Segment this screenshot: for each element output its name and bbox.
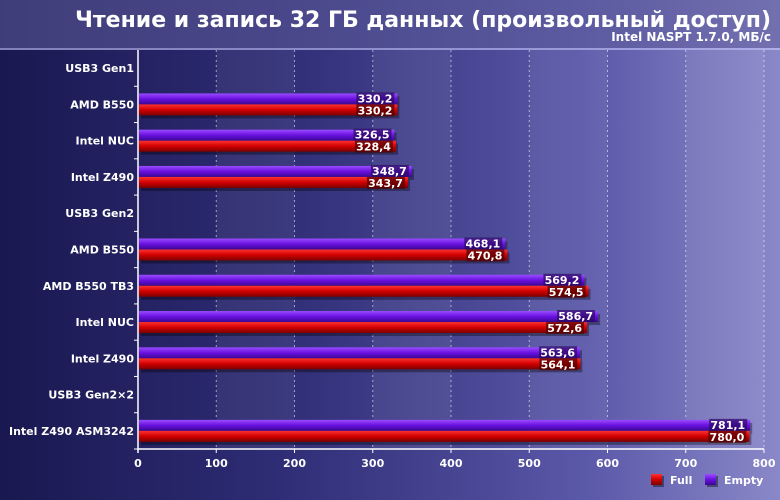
data-label-bg [546, 322, 585, 335]
bar-empty [139, 419, 751, 431]
bar-empty [139, 129, 395, 141]
data-label-bg [366, 176, 405, 189]
bar-full [139, 358, 581, 370]
x-tick-label: 400 [440, 457, 463, 470]
category-label: AMD B550 TB3 [43, 280, 134, 293]
bar-empty [139, 347, 581, 359]
bar-full [139, 322, 588, 334]
category-label: USB3 Gen2×2 [48, 389, 134, 402]
data-label-bg [539, 346, 578, 359]
category-label: AMD B550 [70, 98, 134, 111]
bar-full [139, 140, 396, 152]
x-tick-label: 300 [361, 457, 384, 470]
legend-swatch [651, 474, 662, 485]
category-label: Intel NUC [76, 135, 134, 148]
data-label-full: 330,2 [358, 104, 393, 117]
x-tick-label: 700 [674, 457, 697, 470]
data-label-empty: 586,7 [558, 310, 593, 323]
grid-band [529, 50, 608, 449]
bar-empty [139, 238, 506, 250]
data-label-empty: 569,2 [545, 274, 580, 287]
bar-empty [139, 274, 585, 286]
data-label-bg [356, 92, 395, 105]
x-tick-label: 100 [205, 457, 228, 470]
bar-empty [139, 311, 599, 323]
plot-area: 0 100 200 300 400 500 600 700 800 USB3 Gen1 AMD B5… [9, 50, 776, 470]
x-tick-label: 500 [518, 457, 541, 470]
data-label-bg [547, 285, 586, 298]
x-tick-label: 200 [283, 457, 306, 470]
legend: Full Empty [651, 474, 763, 487]
data-label-empty: 468,1 [465, 238, 500, 251]
legend-label: Full [670, 474, 692, 487]
data-label-empty: 330,2 [358, 92, 393, 105]
bar-full [139, 285, 589, 297]
bar-full [139, 176, 408, 188]
bar-full [139, 430, 750, 442]
data-label-bg [354, 140, 393, 153]
category-label: Intel Z490 [71, 352, 135, 365]
chart-title: Чтение и запись 32 ГБ данных (произвольн… [75, 8, 771, 33]
data-label-full: 470,8 [468, 250, 503, 263]
bar-empty [139, 165, 412, 177]
grid-band [685, 50, 764, 449]
data-label-full: 328,4 [356, 141, 391, 154]
data-label-bg [466, 249, 505, 262]
legend-swatch [705, 474, 716, 485]
data-label-full: 343,7 [368, 177, 403, 190]
bar-empty [139, 93, 398, 105]
data-label-bg [557, 310, 596, 323]
data-label-bg [543, 273, 582, 286]
title-band [0, 0, 780, 48]
data-label-full: 572,6 [547, 322, 582, 335]
data-label-bg [708, 430, 747, 443]
chart-subtitle: Intel NASPT 1.7.0, МБ/с [611, 30, 771, 44]
x-tick-label: 0 [134, 457, 142, 470]
category-label: Intel NUC [76, 316, 134, 329]
data-label-empty: 326,5 [355, 129, 390, 142]
category-label: USB3 Gen2 [65, 207, 134, 220]
data-label-bg [464, 237, 503, 250]
category-label: USB3 Gen1 [65, 62, 134, 75]
data-label-bg [356, 104, 395, 117]
data-label-empty: 348,7 [372, 165, 407, 178]
data-label-full: 564,1 [541, 358, 576, 371]
data-label-empty: 563,6 [540, 346, 575, 359]
data-label-bg [709, 418, 748, 431]
bar-full [139, 104, 398, 116]
data-label-empty: 781,1 [710, 419, 745, 432]
title-divider [0, 48, 780, 50]
category-label: Intel Z490 [71, 171, 135, 184]
data-label-bg [370, 164, 409, 177]
data-label-full: 574,5 [549, 286, 584, 299]
x-tick-label: 600 [596, 457, 619, 470]
category-label: Intel Z490 ASM3242 [9, 425, 134, 438]
bar-full [139, 249, 508, 261]
x-tick-label: 800 [753, 457, 776, 470]
data-label-bg [539, 358, 578, 371]
data-label-bg [353, 128, 392, 141]
legend-label: Empty [724, 474, 763, 487]
data-label-full: 780,0 [710, 431, 745, 444]
category-label: AMD B550 [70, 244, 134, 257]
